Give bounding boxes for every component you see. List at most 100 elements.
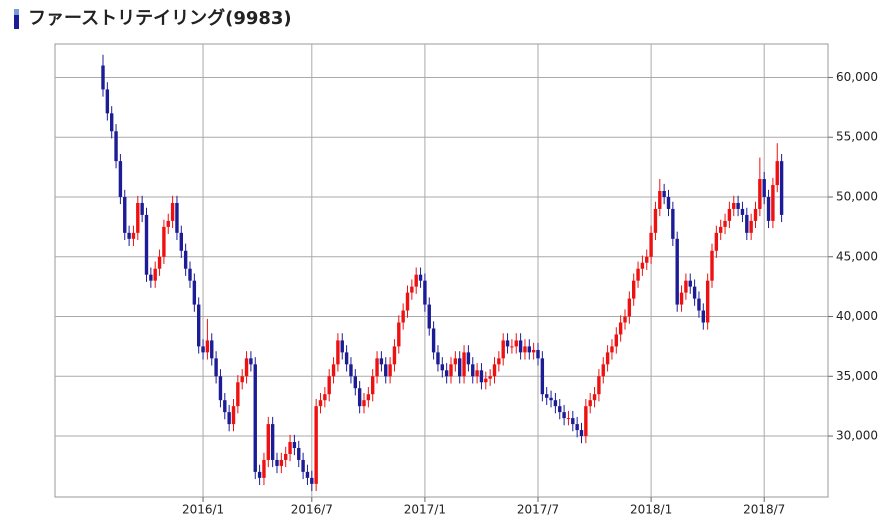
candle-body [114,131,118,162]
candle-body [458,358,462,377]
candle-body [632,280,636,299]
candle-body [201,346,205,353]
candle-body [327,376,331,395]
y-tick-label: 35,000 [836,369,878,383]
candle-body [610,346,614,353]
candle-body [523,346,527,353]
candle-body [549,397,553,401]
candle-body [410,286,414,293]
candle-body [179,232,183,251]
candle-body [197,304,201,347]
candle-body [562,412,566,419]
candle-body [466,352,471,365]
candle-body [414,274,418,287]
candle-body [240,376,244,383]
candle-body [484,378,488,383]
candle-body [236,382,240,407]
y-tick-label: 45,000 [836,249,878,263]
candle-body [123,196,127,233]
candle-body [144,214,149,275]
candle-body [518,340,523,353]
x-tick-label: 2018/1 [630,503,672,517]
candle-body [727,208,732,221]
candle-body [571,418,575,425]
candle-body [231,406,236,425]
y-tick-label: 40,000 [836,309,878,323]
y-tick-label: 55,000 [836,130,878,144]
candle-body [297,447,301,460]
candle-body [357,388,362,407]
candle-body [323,394,327,401]
candle-body [579,430,584,437]
candle-body [675,238,679,305]
candle-body [262,459,266,478]
candle-body [157,256,162,269]
candle-body [392,346,397,365]
candle-body [679,292,684,305]
candle-body [301,459,305,472]
candle-body [545,394,549,398]
candle-body [166,220,170,227]
candle-body [627,298,632,317]
x-tick-label: 2017/7 [517,503,559,517]
candle-body [423,280,427,305]
candle-body [671,208,675,239]
candle-body [601,364,605,377]
candle-body [188,268,192,281]
candle-body [758,179,762,209]
candle-body [257,471,262,478]
candle-body [105,89,110,114]
candle-body [249,358,253,365]
candle-body [536,349,540,359]
candle-body [514,340,518,347]
candle-body [762,179,766,197]
candle-body [214,358,218,377]
candle-body [362,400,366,407]
candle-body [745,214,749,233]
candle-body [210,340,214,359]
candle-body [684,280,688,293]
x-tick-label: 2018/7 [743,503,785,517]
candle-body [710,250,714,281]
candle-body [553,400,558,407]
candle-body [471,364,475,377]
candle-body [558,406,562,413]
candle-body [136,202,140,233]
candle-body [379,358,384,365]
candle-body [388,364,392,377]
candle-body [253,364,257,472]
candle-body [662,191,666,197]
y-tick-label: 30,000 [836,429,878,443]
candle-body [505,340,510,347]
title-icon-top [14,9,19,15]
candle-body [101,65,105,90]
candle-body [740,208,745,215]
candle-body [371,376,375,395]
candle-body [401,310,405,323]
candle-body [405,292,410,311]
candle-body [640,262,645,269]
candle-body [349,364,353,377]
candle-body [775,161,779,186]
candle-body [575,424,579,431]
candle-body [618,322,623,335]
title-icon [14,9,19,29]
candle-body [223,400,227,413]
candle-body [288,442,292,454]
candle-body [653,208,658,233]
candle-body [270,424,275,460]
candle-body [110,113,114,132]
candle-body [566,418,571,420]
candle-body [531,349,536,353]
candle-body [497,358,501,365]
candle-body [701,310,705,323]
y-tick-label: 50,000 [836,189,878,203]
candle-body [418,274,423,281]
candle-body [218,376,223,401]
candle-body [697,298,701,311]
candle-body [597,376,601,395]
candle-body [440,364,444,371]
x-tick-label: 2017/1 [404,503,446,517]
